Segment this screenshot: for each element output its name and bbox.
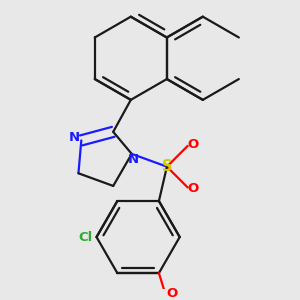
Text: O: O — [188, 138, 199, 151]
Text: Cl: Cl — [78, 230, 92, 244]
Text: S: S — [162, 159, 172, 174]
Text: N: N — [69, 131, 80, 144]
Text: O: O — [188, 182, 199, 195]
Text: O: O — [167, 287, 178, 300]
Text: N: N — [128, 153, 139, 166]
